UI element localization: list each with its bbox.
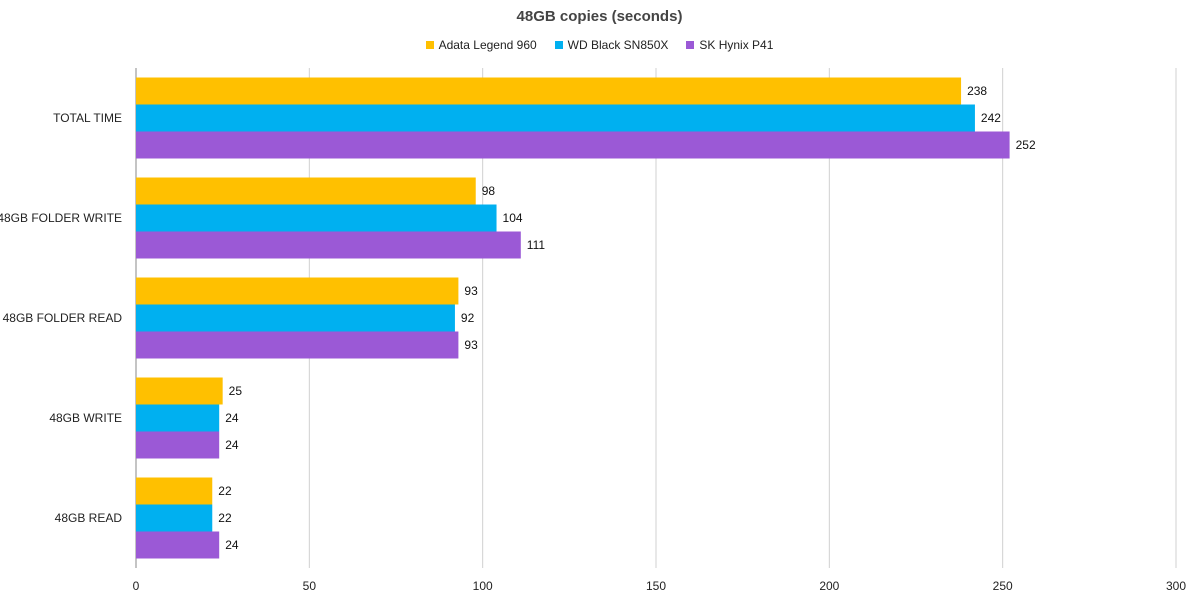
bar (136, 477, 213, 505)
legend-label-skhynix: SK Hynix P41 (699, 38, 774, 52)
data-label: 22 (218, 511, 232, 525)
x-tick-label: 0 (133, 579, 140, 593)
data-label: 238 (967, 84, 987, 98)
legend-item-adata: Adata Legend 960 (425, 38, 537, 52)
bar (136, 177, 476, 205)
bar (136, 377, 223, 405)
bar (136, 504, 213, 532)
x-tick-label: 100 (473, 579, 493, 593)
bar (136, 131, 1010, 159)
legend-item-skhynix: SK Hynix P41 (686, 38, 773, 52)
legend-label-wd: WD Black SN850X (567, 38, 669, 52)
bar (136, 331, 459, 359)
chart-title: 48GB copies (seconds) (516, 8, 683, 25)
legend-swatch-adata (425, 41, 434, 49)
category-label: 48GB WRITE (49, 411, 122, 425)
x-tick-label: 200 (819, 579, 839, 593)
category-label: 48GB FOLDER WRITE (0, 211, 122, 225)
bar (136, 531, 220, 559)
data-label: 24 (225, 438, 239, 452)
data-label: 104 (503, 211, 523, 225)
legend-swatch-wd (554, 41, 563, 49)
data-label: 22 (218, 484, 232, 498)
data-label: 242 (981, 111, 1001, 125)
category-label: 48GB FOLDER READ (3, 311, 123, 325)
data-label: 92 (461, 311, 475, 325)
legend-label-adata: Adata Legend 960 (438, 38, 537, 52)
data-label: 111 (527, 238, 546, 252)
x-tick-label: 50 (303, 579, 317, 593)
data-label: 98 (482, 184, 496, 198)
bar (136, 231, 521, 259)
bar (136, 104, 975, 132)
bar (136, 277, 459, 305)
data-label: 25 (229, 384, 243, 398)
x-tick-label: 150 (646, 579, 666, 593)
legend-swatch-skhynix (686, 41, 695, 49)
bar (136, 404, 220, 432)
category-label: TOTAL TIME (53, 111, 122, 125)
data-label: 24 (225, 538, 239, 552)
data-label: 93 (464, 284, 478, 298)
category-label: 48GB READ (55, 511, 123, 525)
x-tick-label: 250 (993, 579, 1013, 593)
data-label: 24 (225, 411, 239, 425)
data-label: 252 (1016, 138, 1036, 152)
x-tick-label: 300 (1166, 579, 1186, 593)
bar (136, 77, 962, 105)
bar (136, 204, 497, 232)
bar (136, 304, 455, 332)
chart-legend: Adata Legend 960 WD Black SN850X SK Hyni… (0, 38, 1199, 52)
legend-item-wd: WD Black SN850X (554, 38, 669, 52)
bar (136, 431, 220, 459)
data-label: 93 (464, 338, 478, 352)
